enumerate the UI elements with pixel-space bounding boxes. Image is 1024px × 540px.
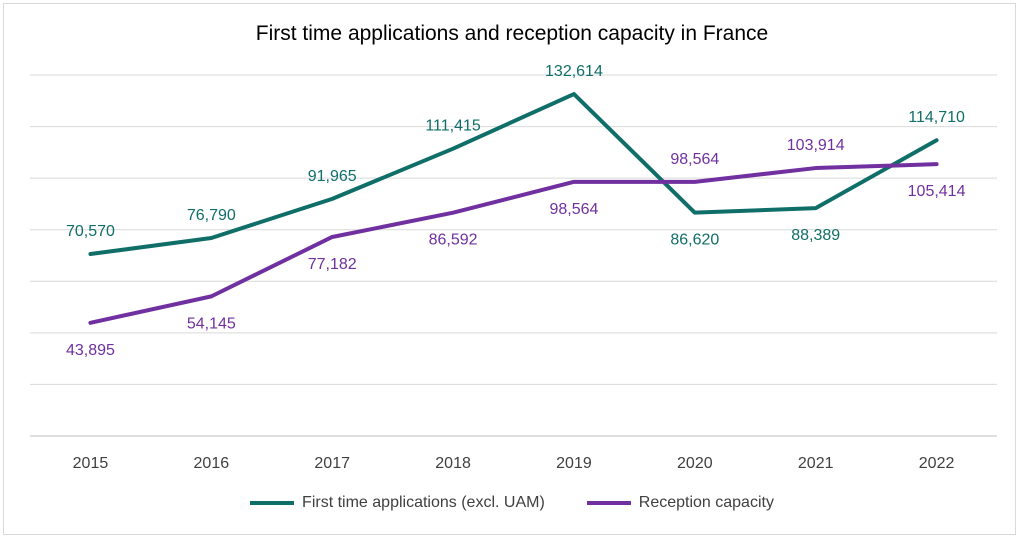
data-label-1: 98,564: [549, 201, 598, 218]
chart-frame: [3, 3, 1016, 535]
data-label-0: 86,620: [670, 232, 719, 249]
x-tick-label: 2015: [73, 455, 109, 472]
series-line-0: [88, 92, 939, 257]
data-label-1: 103,914: [787, 137, 845, 154]
data-label-0: 76,790: [187, 207, 236, 224]
series-line-1: [88, 162, 939, 325]
legend-swatch-applications: [250, 501, 295, 505]
x-tick-label: 2016: [194, 455, 230, 472]
x-tick-label: 2017: [314, 455, 350, 472]
data-label-0: 111,415: [425, 118, 481, 135]
data-label-0: 88,389: [791, 227, 840, 244]
x-tick-label: 2018: [435, 455, 471, 472]
data-label-1: 77,182: [308, 256, 357, 273]
legend-item-reception: Reception capacity: [586, 494, 774, 512]
data-label-1: 105,414: [908, 183, 966, 200]
legend-item-applications: First time applications (excl. UAM): [250, 494, 545, 512]
data-label-1: 54,145: [187, 315, 236, 332]
legend-label-applications: First time applications (excl. UAM): [302, 494, 545, 511]
data-label-1: 98,564: [670, 151, 719, 168]
chart-title: First time applications and reception ca…: [255, 22, 769, 45]
data-label-0: 114,710: [908, 109, 965, 126]
legend-label-reception: Reception capacity: [638, 494, 774, 511]
data-label-0: 132,614: [545, 63, 603, 80]
data-label-0: 91,965: [308, 168, 357, 185]
data-label-1: 86,592: [429, 232, 478, 249]
data-label-0: 70,570: [66, 223, 115, 240]
data-label-1: 43,895: [66, 342, 115, 359]
legend: First time applications (excl. UAM) Rece…: [0, 494, 1024, 512]
x-tick-label: 2020: [677, 455, 713, 472]
x-tick-label: 2022: [919, 455, 955, 472]
x-tick-label: 2019: [556, 455, 592, 472]
x-tick-label: 2021: [798, 455, 834, 472]
legend-swatch-reception: [586, 501, 631, 505]
